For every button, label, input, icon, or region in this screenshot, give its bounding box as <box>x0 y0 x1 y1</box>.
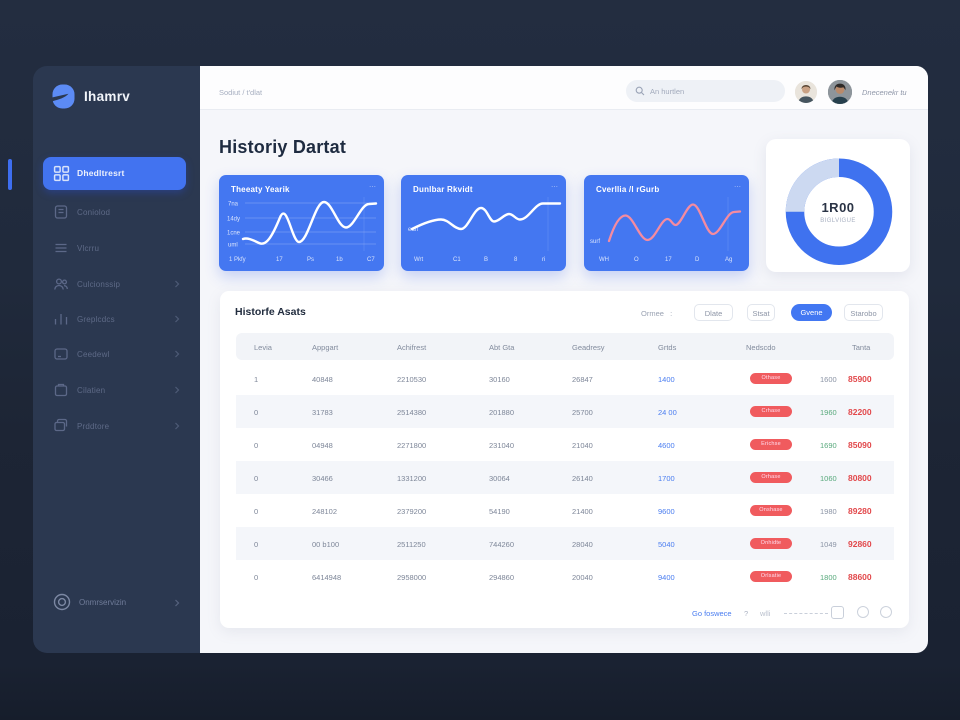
svg-text:B: B <box>484 257 488 263</box>
svg-text:O: O <box>634 257 639 263</box>
svg-text:7na: 7na <box>228 202 239 208</box>
svg-text:ri: ri <box>542 257 545 263</box>
svg-text:1cne: 1cne <box>227 231 241 237</box>
svg-text:Ag: Ag <box>725 257 732 263</box>
svg-text:C1: C1 <box>453 257 461 263</box>
svg-text:surf: surf <box>590 239 600 245</box>
svg-text:17: 17 <box>276 257 283 263</box>
svg-text:1b: 1b <box>336 257 343 263</box>
svg-text:8: 8 <box>514 257 518 263</box>
svg-text:17: 17 <box>665 257 672 263</box>
svg-text:⋯: ⋯ <box>551 184 558 191</box>
svg-text:WH: WH <box>599 257 609 263</box>
svg-text:⋯: ⋯ <box>369 184 376 191</box>
svg-text:14dy: 14dy <box>227 217 240 223</box>
svg-text:earl: earl <box>408 227 418 233</box>
svg-text:1 Pkfy: 1 Pkfy <box>229 257 246 263</box>
svg-text:Wrt: Wrt <box>414 257 424 263</box>
svg-text:⋯: ⋯ <box>734 184 741 191</box>
svg-text:D: D <box>695 257 700 263</box>
svg-text:uml: uml <box>228 243 238 249</box>
svg-text:C7: C7 <box>367 257 375 263</box>
svg-text:Ps: Ps <box>307 257 314 263</box>
